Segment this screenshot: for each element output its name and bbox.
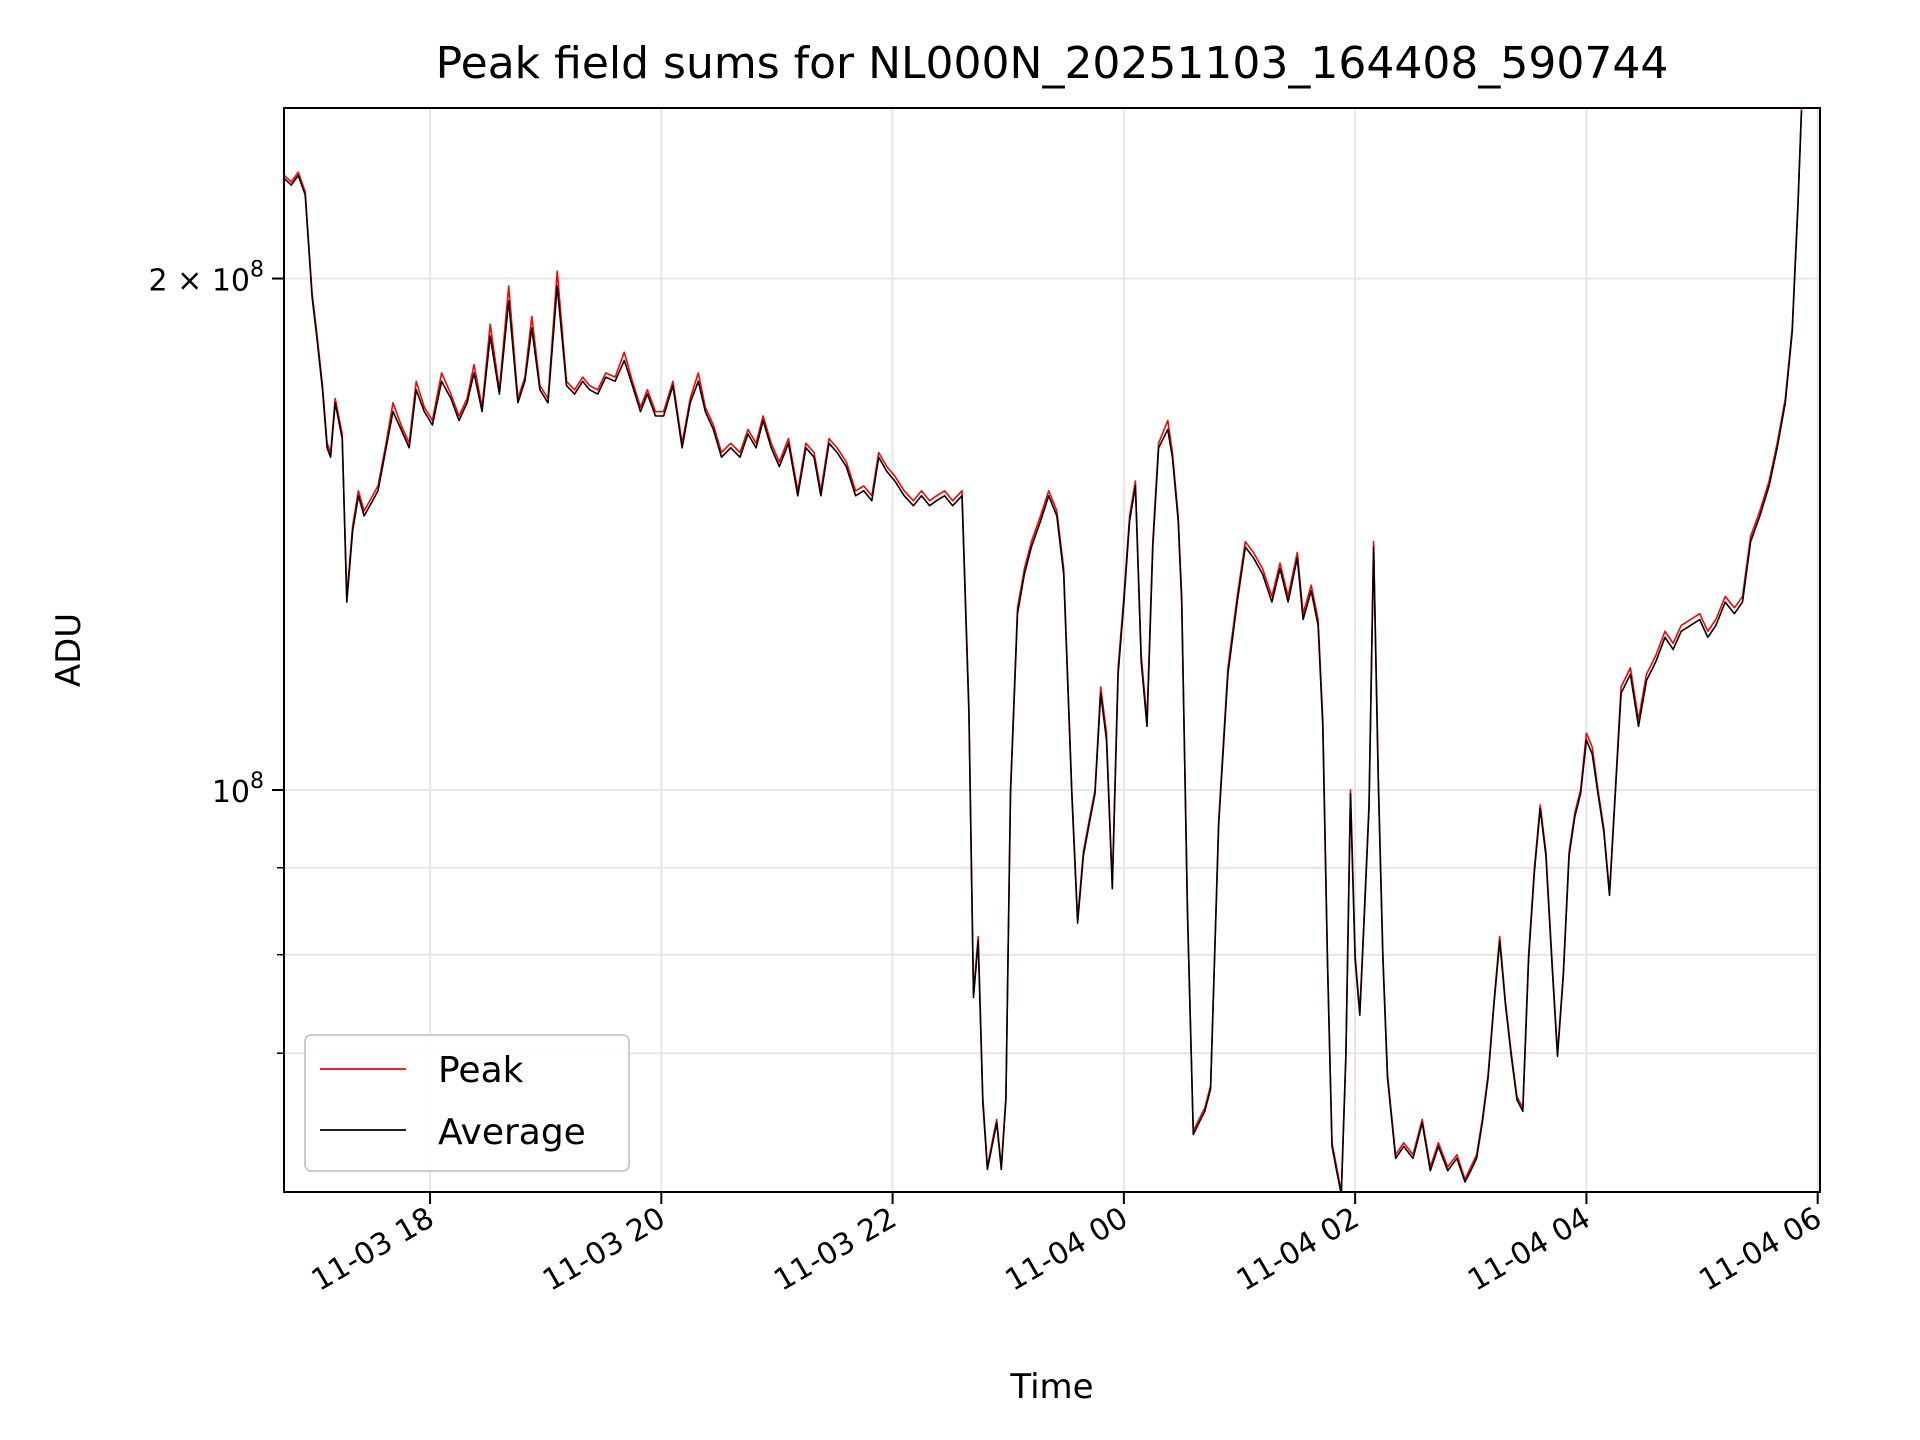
y-axis: 108 2 × 108 bbox=[149, 258, 284, 1054]
x-axis-label: Time bbox=[1009, 1367, 1093, 1407]
y-axis-label: ADU bbox=[49, 613, 89, 687]
plot-frame bbox=[283, 107, 1821, 1193]
legend-peak-label: Peak bbox=[438, 1050, 524, 1091]
legend-average-label: Average bbox=[438, 1112, 586, 1153]
chart-title: Peak field sums for NL000N_20251103_1644… bbox=[436, 38, 1669, 89]
y-tick-label: 108 bbox=[212, 769, 264, 810]
y-tick-label: 2 × 108 bbox=[149, 258, 264, 299]
grid bbox=[284, 108, 1820, 1192]
legend: Peak Average bbox=[304, 1034, 630, 1172]
series-average-line bbox=[284, 110, 1803, 1192]
